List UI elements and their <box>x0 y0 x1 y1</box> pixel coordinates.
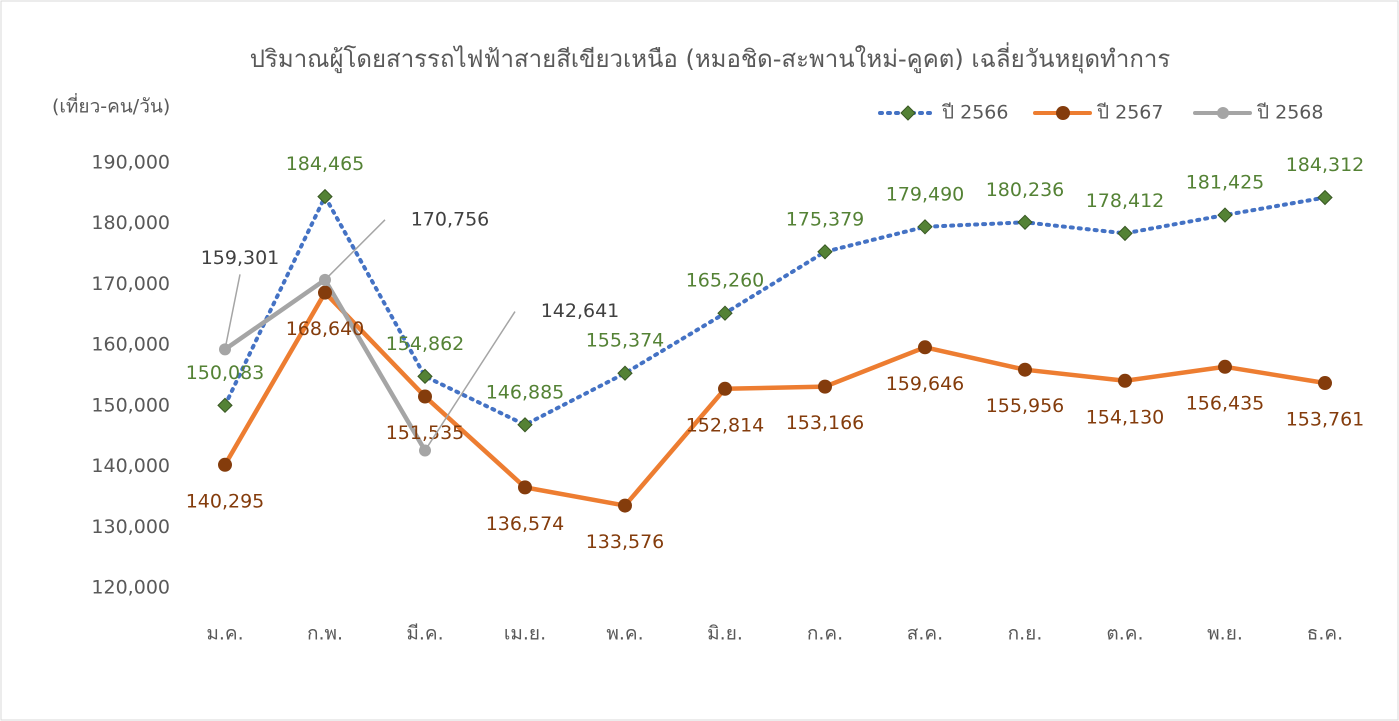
data-label: 155,956 <box>986 395 1065 417</box>
marker <box>317 188 333 205</box>
x-tick-label: ก.พ. <box>307 623 343 645</box>
data-label: 150,083 <box>186 362 265 384</box>
marker <box>817 244 833 260</box>
marker <box>917 219 933 235</box>
leader-line <box>224 274 241 350</box>
data-label: 155,374 <box>586 330 665 352</box>
legend-label: ปี 2566 <box>941 102 1008 124</box>
legend-label: ปี 2568 <box>1256 102 1323 124</box>
y-tick-label: 190,000 <box>91 152 170 174</box>
x-tick-label: ส.ค. <box>907 623 943 645</box>
marker <box>418 389 432 404</box>
marker <box>217 397 233 414</box>
x-tick-label: มิ.ย. <box>707 623 743 645</box>
marker <box>1018 362 1032 377</box>
y-tick-label: 170,000 <box>91 273 170 295</box>
data-label: 184,312 <box>1286 154 1365 176</box>
x-tick-label: ธ.ค. <box>1307 623 1343 645</box>
data-label: 159,301 <box>201 247 280 269</box>
data-label: 154,862 <box>386 333 465 355</box>
marker <box>1017 214 1033 230</box>
data-label: 153,761 <box>1286 409 1365 431</box>
data-label: 181,425 <box>1186 172 1265 194</box>
marker <box>717 305 733 321</box>
data-label: 156,435 <box>1186 392 1265 414</box>
marker <box>618 498 632 513</box>
x-tick-label: มี.ค. <box>406 623 443 645</box>
x-tick-label: ก.ค. <box>807 623 843 645</box>
data-label: 170,756 <box>411 208 490 230</box>
x-tick-label: ม.ค. <box>206 623 243 645</box>
data-label: 146,885 <box>486 381 565 403</box>
data-label: 136,574 <box>486 513 565 535</box>
y-tick-label: 180,000 <box>91 212 170 234</box>
legend-marker <box>900 105 916 121</box>
marker <box>218 457 232 472</box>
y-tick-label: 150,000 <box>91 394 170 416</box>
data-label: 159,646 <box>886 373 965 395</box>
y-tick-label: 130,000 <box>91 516 170 538</box>
marker <box>1318 376 1332 391</box>
legend-marker <box>1217 107 1229 119</box>
series-line <box>223 194 1327 427</box>
marker <box>417 368 433 385</box>
x-tick-label: ก.ย. <box>1008 623 1043 645</box>
data-label: 154,130 <box>1086 406 1165 428</box>
marker <box>918 340 932 355</box>
y-tick-label: 160,000 <box>91 334 170 356</box>
data-label: 151,535 <box>386 422 465 444</box>
legend-label: ปี 2567 <box>1096 102 1163 124</box>
data-label: 184,465 <box>286 153 365 175</box>
y-tick-label: 140,000 <box>91 455 170 477</box>
x-tick-label: เม.ย. <box>504 623 546 645</box>
data-label: 152,814 <box>686 414 765 436</box>
marker <box>318 285 332 300</box>
marker <box>1217 207 1233 223</box>
x-tick-label: พ.ย. <box>1207 623 1243 645</box>
marker <box>617 365 633 381</box>
x-tick-label: ต.ค. <box>1106 623 1143 645</box>
data-label: 178,412 <box>1086 190 1165 212</box>
chart-title: ปริมาณผู้โดยสารรถไฟฟ้าสายสีเขียวเหนือ (ห… <box>250 42 1171 74</box>
series-line <box>222 290 1328 508</box>
x-tick-label: พ.ค. <box>606 623 643 645</box>
marker <box>1118 373 1132 388</box>
legend-marker <box>1056 106 1070 120</box>
data-label: 168,640 <box>286 318 365 340</box>
y-axis-label: (เที่ยว-คน/วัน) <box>52 93 170 118</box>
leader-line <box>324 219 386 281</box>
data-label: 179,490 <box>886 183 965 205</box>
data-label: 165,260 <box>686 270 765 292</box>
marker <box>718 381 732 396</box>
leader-line <box>424 311 516 451</box>
data-label: 133,576 <box>586 531 665 553</box>
marker <box>1117 225 1133 242</box>
marker <box>1317 189 1333 206</box>
marker <box>1218 359 1232 374</box>
data-label: 140,295 <box>186 490 265 512</box>
y-tick-label: 120,000 <box>91 577 170 599</box>
data-label: 142,641 <box>541 300 620 322</box>
data-label: 175,379 <box>786 208 865 230</box>
marker <box>517 417 533 433</box>
data-label: 180,236 <box>986 179 1065 201</box>
marker <box>818 379 832 394</box>
marker <box>518 480 532 495</box>
data-label: 153,166 <box>786 412 865 434</box>
